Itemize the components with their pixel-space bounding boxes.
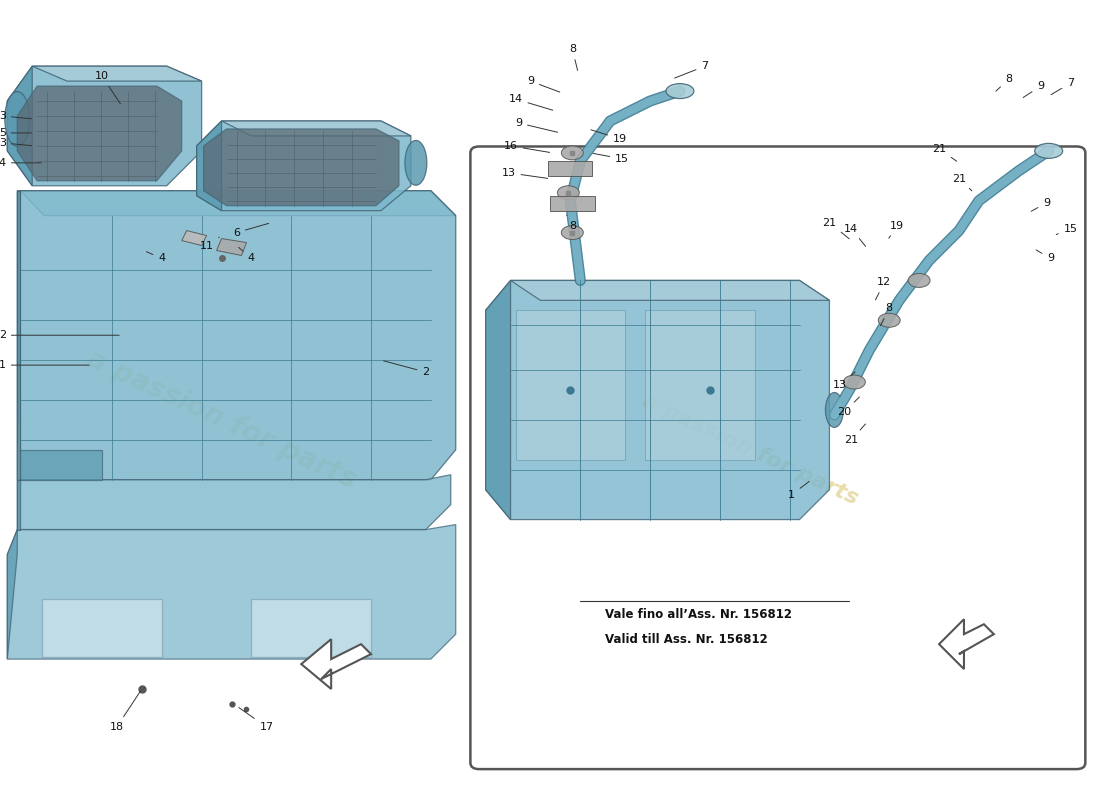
Text: 3: 3	[0, 138, 32, 148]
Polygon shape	[550, 196, 595, 210]
Text: 11: 11	[199, 237, 219, 250]
Text: 4: 4	[239, 247, 255, 263]
Ellipse shape	[1035, 143, 1063, 158]
Text: 7: 7	[674, 61, 708, 78]
Text: 1: 1	[0, 360, 89, 370]
Polygon shape	[20, 450, 102, 480]
Polygon shape	[510, 281, 829, 300]
Text: 19: 19	[889, 221, 904, 238]
Ellipse shape	[825, 393, 844, 427]
Polygon shape	[18, 86, 182, 181]
Ellipse shape	[878, 314, 900, 327]
Polygon shape	[485, 281, 510, 519]
Text: 4: 4	[146, 252, 165, 263]
Text: 6: 6	[233, 223, 268, 238]
Text: 21: 21	[932, 144, 957, 162]
Text: Valid till Ass. Nr. 156812: Valid till Ass. Nr. 156812	[605, 633, 768, 646]
Polygon shape	[20, 190, 455, 480]
Polygon shape	[301, 639, 371, 689]
Text: 21: 21	[952, 174, 972, 191]
Ellipse shape	[844, 375, 866, 389]
Text: 1: 1	[788, 482, 810, 500]
Text: 21: 21	[845, 424, 866, 445]
Polygon shape	[20, 190, 455, 216]
FancyBboxPatch shape	[471, 146, 1086, 769]
Text: 13: 13	[833, 372, 855, 390]
Text: 4: 4	[0, 158, 42, 168]
Polygon shape	[18, 190, 20, 480]
Polygon shape	[197, 121, 411, 210]
Polygon shape	[485, 281, 829, 519]
Ellipse shape	[405, 141, 427, 186]
Text: 19: 19	[591, 130, 627, 144]
Ellipse shape	[4, 91, 30, 146]
Polygon shape	[252, 599, 371, 657]
Ellipse shape	[558, 186, 580, 200]
Polygon shape	[32, 66, 201, 81]
Text: 18: 18	[110, 691, 141, 732]
Text: 8: 8	[569, 44, 578, 70]
Text: 5: 5	[0, 128, 32, 138]
Polygon shape	[939, 619, 994, 669]
Text: 8: 8	[996, 74, 1012, 91]
Text: 12: 12	[876, 278, 891, 300]
Text: 10: 10	[95, 71, 120, 104]
Ellipse shape	[909, 274, 931, 287]
Text: 9: 9	[515, 118, 558, 132]
Text: 20: 20	[837, 397, 859, 417]
Polygon shape	[516, 310, 625, 460]
Polygon shape	[197, 121, 221, 210]
Text: 3: 3	[0, 111, 32, 121]
Text: 17: 17	[239, 707, 274, 732]
Polygon shape	[182, 230, 207, 246]
Polygon shape	[8, 66, 32, 186]
Polygon shape	[217, 238, 246, 255]
Text: 21: 21	[823, 218, 849, 238]
Text: 8: 8	[566, 215, 576, 230]
Text: a passion for parts: a passion for parts	[82, 345, 361, 495]
Ellipse shape	[666, 84, 694, 98]
Text: 7: 7	[1052, 78, 1075, 94]
Text: 9: 9	[1036, 250, 1054, 263]
Text: Vale fino all’Ass. Nr. 156812: Vale fino all’Ass. Nr. 156812	[605, 608, 792, 621]
Polygon shape	[8, 66, 201, 186]
Polygon shape	[18, 190, 20, 480]
Polygon shape	[8, 530, 18, 659]
Text: 13: 13	[502, 168, 548, 178]
Text: 14: 14	[845, 223, 866, 246]
Ellipse shape	[561, 146, 583, 160]
Ellipse shape	[561, 226, 583, 239]
Polygon shape	[18, 480, 20, 530]
Text: 8: 8	[880, 303, 893, 326]
Polygon shape	[645, 310, 755, 460]
Text: 16: 16	[504, 141, 550, 153]
Polygon shape	[42, 599, 162, 657]
Text: 14: 14	[508, 94, 552, 110]
Polygon shape	[8, 525, 455, 659]
Polygon shape	[549, 161, 592, 176]
Polygon shape	[204, 129, 399, 206]
Text: 15: 15	[593, 154, 629, 164]
Text: 9: 9	[527, 76, 560, 92]
Text: 15: 15	[1056, 223, 1078, 234]
Text: 9: 9	[1031, 198, 1050, 211]
Text: 2: 2	[384, 361, 429, 377]
Polygon shape	[18, 474, 451, 530]
Text: a passion for parts: a passion for parts	[638, 391, 861, 509]
Text: 2: 2	[0, 330, 119, 340]
Polygon shape	[221, 121, 411, 136]
Text: 9: 9	[1023, 81, 1044, 98]
